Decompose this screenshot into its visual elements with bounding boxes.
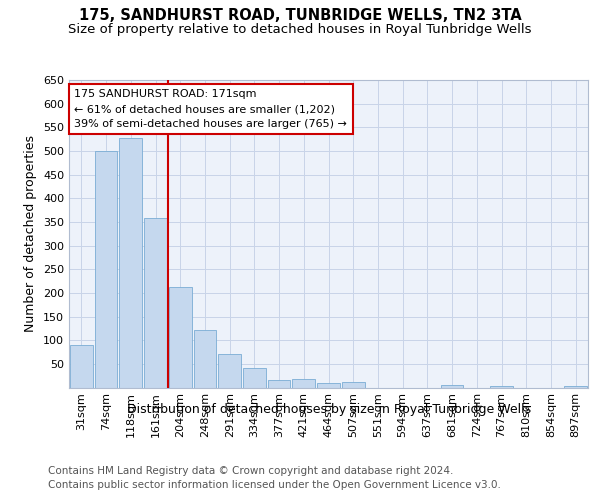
Bar — [194, 330, 216, 388]
Text: 175, SANDHURST ROAD, TUNBRIDGE WELLS, TN2 3TA: 175, SANDHURST ROAD, TUNBRIDGE WELLS, TN… — [79, 8, 521, 22]
Bar — [243, 368, 266, 388]
Bar — [218, 354, 241, 388]
Bar — [342, 382, 365, 388]
Y-axis label: Number of detached properties: Number of detached properties — [25, 135, 37, 332]
Text: Size of property relative to detached houses in Royal Tunbridge Wells: Size of property relative to detached ho… — [68, 24, 532, 36]
Bar — [70, 345, 93, 388]
Bar — [564, 386, 587, 388]
Bar — [169, 287, 191, 388]
Bar — [144, 218, 167, 388]
Bar — [490, 386, 513, 388]
Bar — [268, 380, 290, 388]
Bar — [317, 383, 340, 388]
Text: 175 SANDHURST ROAD: 171sqm
← 61% of detached houses are smaller (1,202)
39% of s: 175 SANDHURST ROAD: 171sqm ← 61% of deta… — [74, 89, 347, 129]
Text: Contains public sector information licensed under the Open Government Licence v3: Contains public sector information licen… — [48, 480, 501, 490]
Text: Contains HM Land Registry data © Crown copyright and database right 2024.: Contains HM Land Registry data © Crown c… — [48, 466, 454, 476]
Text: Distribution of detached houses by size in Royal Tunbridge Wells: Distribution of detached houses by size … — [127, 402, 531, 415]
Bar — [119, 138, 142, 388]
Bar — [95, 151, 118, 388]
Bar — [292, 378, 315, 388]
Bar — [441, 385, 463, 388]
